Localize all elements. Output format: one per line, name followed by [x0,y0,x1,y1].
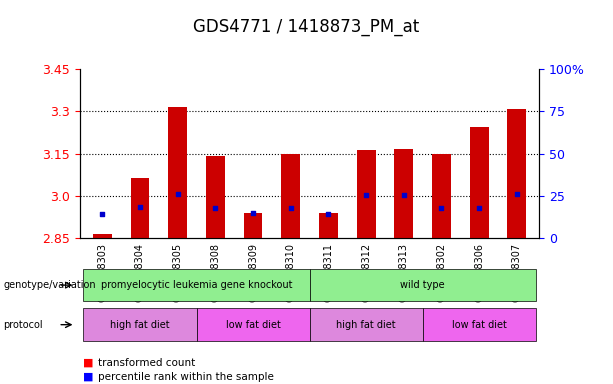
Point [512,191,522,197]
Bar [357,150,376,238]
Text: high fat diet: high fat diet [110,319,170,330]
Bar [508,109,526,238]
Text: genotype/variation: genotype/variation [3,280,96,290]
Point [248,210,258,216]
Point [97,211,107,217]
Point [399,192,409,199]
Bar [168,107,187,238]
Bar [93,234,112,238]
Text: high fat diet: high fat diet [337,319,396,330]
Text: promyelocytic leukemia gene knockout: promyelocytic leukemia gene knockout [101,280,292,290]
Text: ■: ■ [83,358,93,368]
Bar [470,127,489,238]
Point [436,205,446,211]
Text: low fat diet: low fat diet [226,319,281,330]
Point [210,205,220,211]
Text: low fat diet: low fat diet [452,319,506,330]
Text: protocol: protocol [3,319,43,330]
Bar [243,213,262,238]
Point [324,210,333,217]
Point [286,205,295,211]
Point [135,204,145,210]
Bar [206,156,225,238]
Point [474,205,484,211]
Point [173,191,183,197]
Bar [281,154,300,238]
Text: percentile rank within the sample: percentile rank within the sample [98,372,274,382]
Bar [432,154,451,238]
Text: wild type: wild type [400,280,445,290]
Text: GDS4771 / 1418873_PM_at: GDS4771 / 1418873_PM_at [193,18,420,36]
Text: ■: ■ [83,372,93,382]
Bar [319,213,338,238]
Point [361,192,371,199]
Bar [394,149,413,238]
Bar [131,177,150,238]
Text: transformed count: transformed count [98,358,196,368]
